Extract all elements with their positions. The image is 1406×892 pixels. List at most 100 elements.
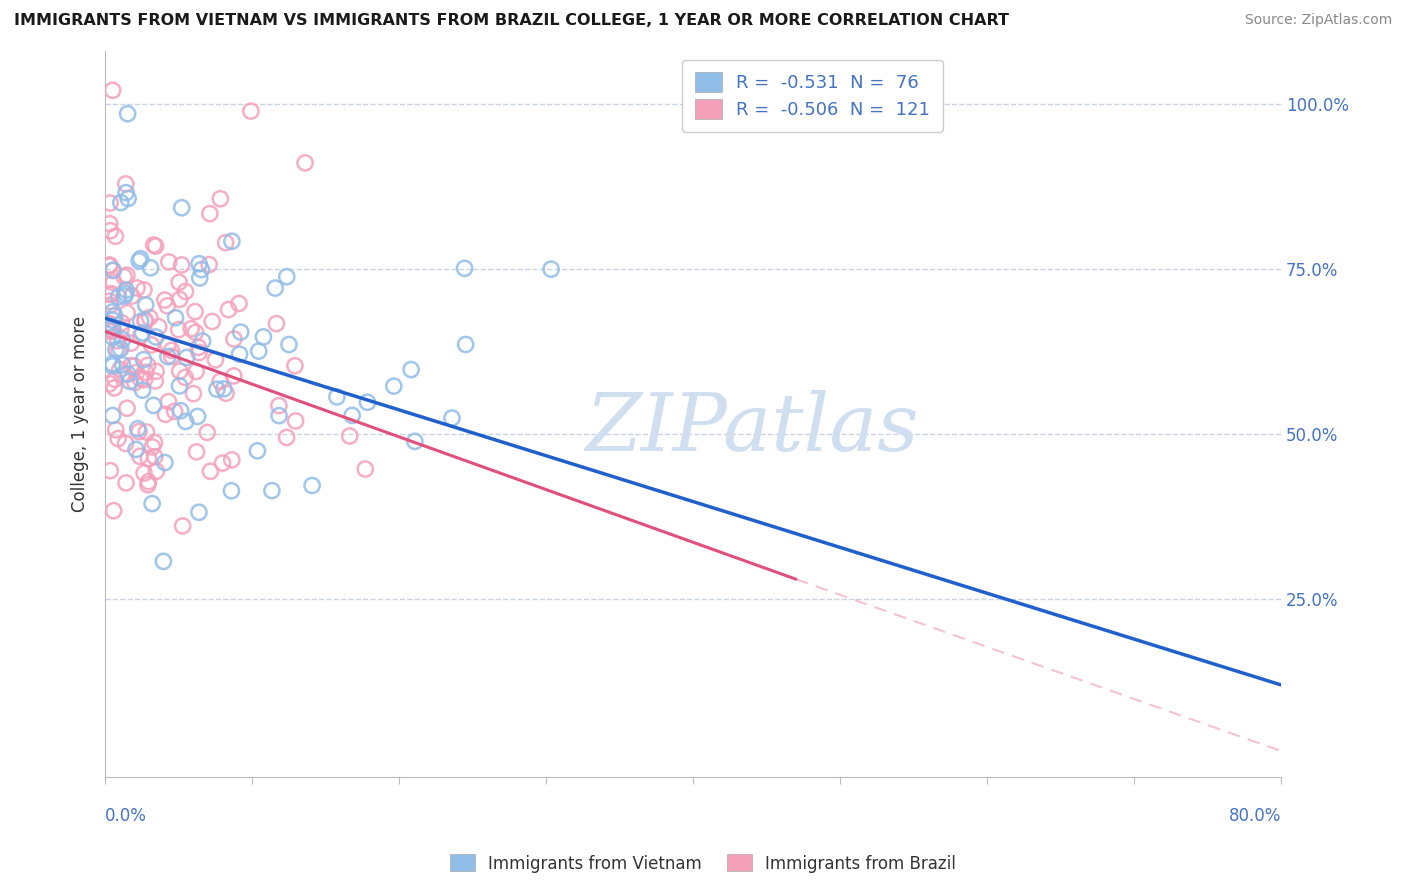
Point xyxy=(294,156,316,170)
Point xyxy=(107,432,129,446)
Point xyxy=(103,276,125,290)
Point xyxy=(111,358,134,372)
Point xyxy=(222,332,245,346)
Point xyxy=(354,462,377,476)
Point xyxy=(198,258,221,272)
Legend: Immigrants from Vietnam, Immigrants from Brazil: Immigrants from Vietnam, Immigrants from… xyxy=(443,847,963,880)
Point xyxy=(98,317,121,331)
Point xyxy=(153,293,176,307)
Point xyxy=(117,367,139,381)
Point xyxy=(284,359,307,373)
Point xyxy=(114,368,136,382)
Point xyxy=(104,309,127,323)
Point xyxy=(160,349,183,363)
Point xyxy=(112,269,135,284)
Point xyxy=(145,330,167,344)
Point xyxy=(114,177,136,191)
Point xyxy=(165,310,187,325)
Point xyxy=(120,336,142,351)
Point xyxy=(98,196,121,211)
Point xyxy=(135,298,157,312)
Point xyxy=(104,423,127,437)
Point xyxy=(260,483,283,498)
Point xyxy=(187,505,209,519)
Point xyxy=(440,411,463,425)
Point xyxy=(184,364,207,378)
Point xyxy=(170,403,193,417)
Point xyxy=(145,464,167,478)
Point xyxy=(115,306,138,320)
Legend: R =  -0.531  N =  76, R =  -0.506  N =  121: R = -0.531 N = 76, R = -0.506 N = 121 xyxy=(682,60,942,132)
Point xyxy=(131,383,153,397)
Point xyxy=(98,298,121,312)
Point xyxy=(301,478,323,492)
Point xyxy=(101,409,124,423)
Point xyxy=(157,394,180,409)
Point xyxy=(138,451,160,466)
Point xyxy=(141,440,163,454)
Point xyxy=(98,287,121,301)
Point xyxy=(128,253,150,268)
Point xyxy=(163,404,186,418)
Point xyxy=(152,554,174,568)
Point xyxy=(132,352,155,367)
Point xyxy=(187,340,209,354)
Point xyxy=(266,317,288,331)
Point xyxy=(170,258,193,272)
Point xyxy=(404,434,426,449)
Point xyxy=(156,338,179,352)
Point xyxy=(326,390,349,404)
Point xyxy=(101,319,124,334)
Point xyxy=(115,268,138,282)
Point xyxy=(218,302,240,317)
Point xyxy=(98,224,121,238)
Point xyxy=(101,313,124,327)
Point xyxy=(134,313,156,327)
Point xyxy=(167,275,190,289)
Point xyxy=(104,372,127,386)
Point xyxy=(209,192,232,206)
Point xyxy=(98,322,121,336)
Point xyxy=(138,310,160,325)
Point xyxy=(246,443,269,458)
Point xyxy=(141,338,163,352)
Point xyxy=(129,372,152,386)
Point xyxy=(132,283,155,297)
Point xyxy=(138,475,160,489)
Point xyxy=(399,362,422,376)
Point xyxy=(142,238,165,252)
Point xyxy=(221,453,243,467)
Point xyxy=(115,283,138,297)
Point xyxy=(284,414,307,428)
Point xyxy=(107,343,129,358)
Point xyxy=(174,370,197,384)
Point xyxy=(101,305,124,319)
Point xyxy=(101,263,124,277)
Point xyxy=(214,235,236,250)
Point xyxy=(453,261,475,276)
Point xyxy=(155,407,177,421)
Point xyxy=(141,497,163,511)
Point xyxy=(221,483,243,498)
Point xyxy=(110,322,132,336)
Point xyxy=(340,409,363,423)
Point xyxy=(131,326,153,340)
Point xyxy=(212,382,235,396)
Point xyxy=(239,104,262,119)
Point xyxy=(134,314,156,328)
Point xyxy=(209,375,232,389)
Point xyxy=(188,257,211,271)
Point xyxy=(195,425,218,440)
Point xyxy=(98,376,121,391)
Point xyxy=(101,330,124,344)
Point xyxy=(200,464,222,478)
Point xyxy=(98,464,121,478)
Point xyxy=(145,239,167,253)
Point xyxy=(184,326,207,340)
Point xyxy=(111,316,134,330)
Point xyxy=(157,255,180,269)
Point xyxy=(229,325,252,339)
Point xyxy=(129,329,152,343)
Point xyxy=(132,466,155,480)
Point xyxy=(204,352,226,367)
